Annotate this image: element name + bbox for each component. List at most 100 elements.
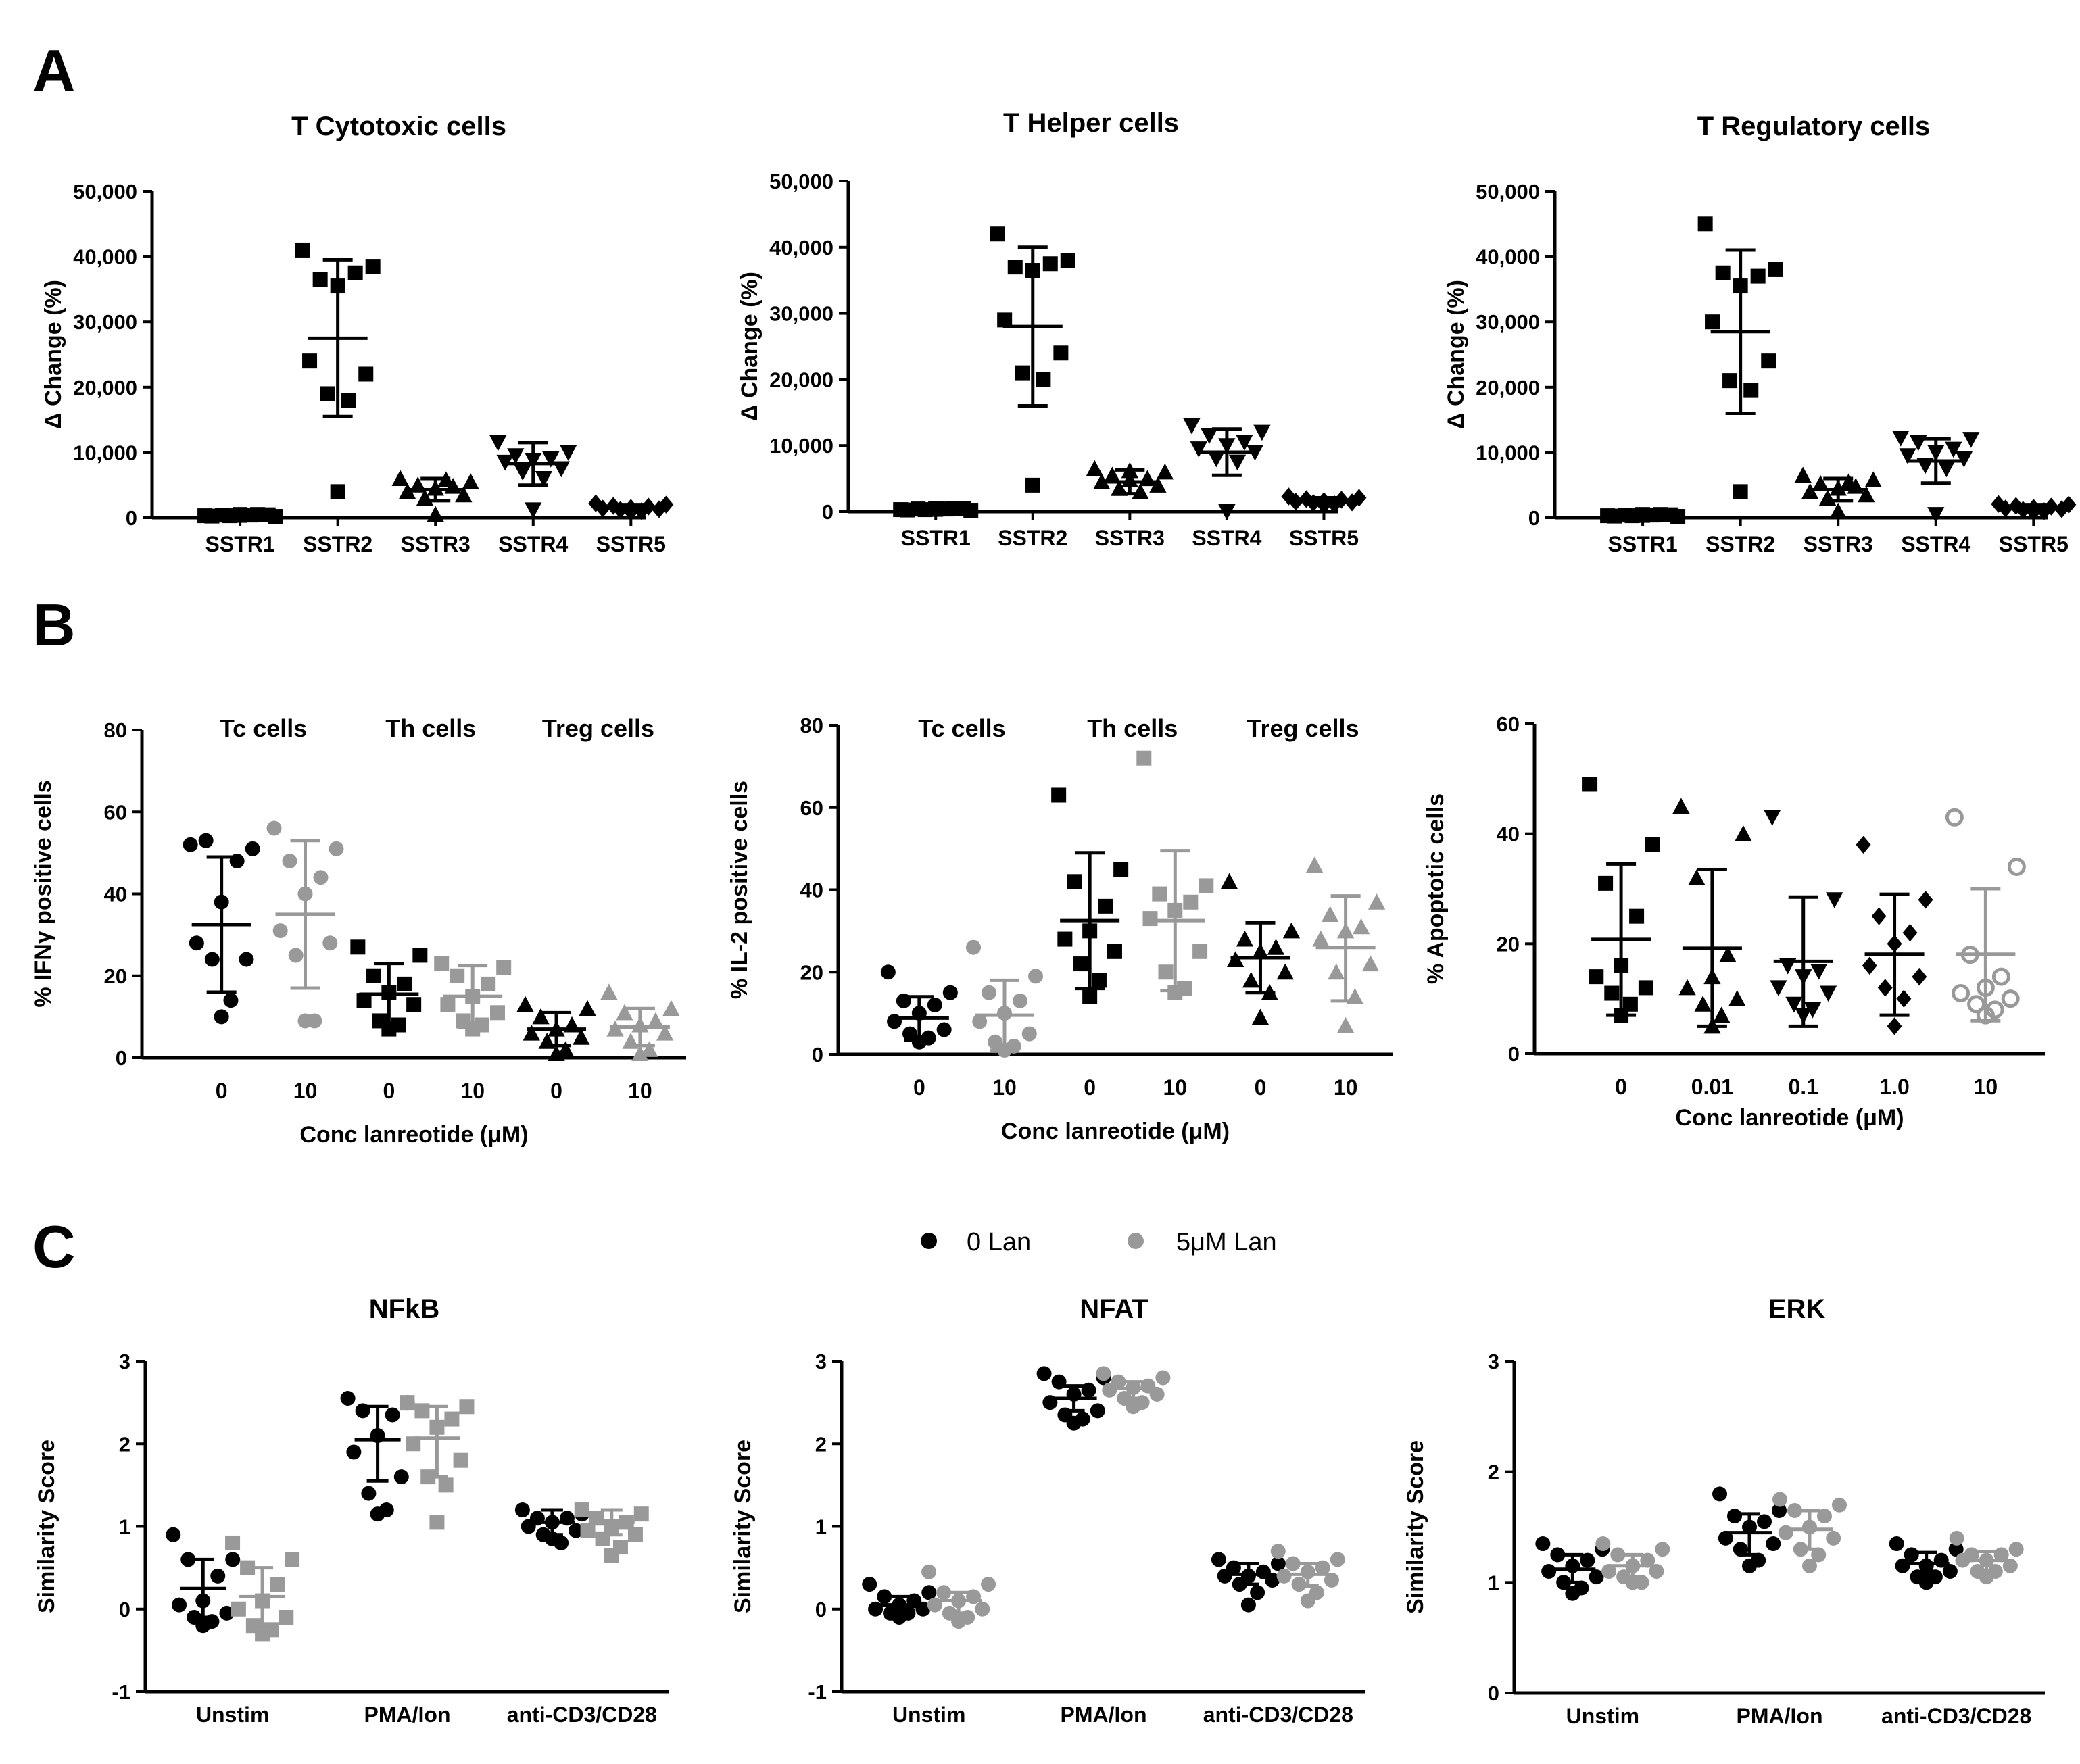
data-point — [414, 1403, 430, 1419]
data-point — [240, 1560, 256, 1575]
data-point — [1785, 996, 1803, 1013]
data-point — [1719, 946, 1737, 962]
data-point — [927, 997, 942, 1012]
chart-title: NFAT — [1080, 1294, 1148, 1324]
series-pma-ion-5-m-lan — [1096, 1366, 1171, 1415]
data-point — [272, 923, 288, 939]
data-point — [370, 1506, 385, 1522]
data-point — [1826, 892, 1843, 908]
data-point — [1750, 268, 1766, 284]
data-point — [1565, 1586, 1580, 1601]
data-point — [1942, 1563, 1958, 1579]
data-point — [1589, 1569, 1604, 1585]
data-point — [1761, 353, 1776, 369]
data-point — [1270, 1544, 1286, 1559]
y-tick-label: 40,000 — [769, 236, 833, 260]
data-point — [1589, 969, 1604, 985]
data-point — [573, 1029, 590, 1045]
data-point — [942, 985, 958, 1000]
data-point — [997, 312, 1013, 328]
y-tick-label: 60 — [800, 796, 823, 820]
data-point — [2001, 989, 2020, 1008]
data-point — [1361, 955, 1380, 972]
data-point — [1638, 980, 1653, 996]
data-point — [1090, 1403, 1105, 1419]
panel-letter-a: A — [32, 37, 76, 104]
data-point — [1218, 504, 1236, 520]
data-point — [1368, 893, 1386, 910]
data-point — [1550, 1547, 1566, 1563]
y-tick-label: 1 — [815, 1515, 827, 1539]
data-point — [1126, 1399, 1141, 1415]
data-point — [975, 1601, 990, 1617]
data-point — [1672, 798, 1690, 814]
data-point — [1967, 995, 1986, 1014]
data-point — [341, 393, 356, 408]
x-tick-label-anti-cd3-cd28: anti-CD3/CD28 — [1881, 1704, 2031, 1728]
data-point — [1904, 1547, 1919, 1563]
x-tick-label-pma-ion: PMA/Ion — [1061, 1702, 1147, 1727]
data-point — [239, 952, 254, 967]
data-point — [1091, 973, 1107, 988]
data-point — [1727, 1509, 1743, 1524]
x-tick-label-sstr4: SSTR4 — [1192, 526, 1261, 550]
data-point — [1645, 837, 1660, 852]
data-point — [1086, 460, 1103, 476]
y-tick-label: 0 — [126, 506, 137, 530]
data-point — [1871, 907, 1887, 925]
data-point — [434, 956, 450, 971]
y-tick-label: 20,000 — [769, 368, 833, 391]
series-sstr2 — [1697, 216, 1783, 499]
x-tick-label-10: 10 — [628, 1079, 652, 1103]
data-point — [166, 1527, 181, 1542]
data-point — [2002, 1558, 2018, 1573]
data-point — [1952, 984, 1970, 1003]
series-treg-10 — [1305, 856, 1386, 1033]
data-point — [1300, 1593, 1315, 1609]
data-point — [990, 226, 1005, 242]
series-pma-ion-0-lan — [1712, 1486, 1787, 1573]
data-point — [195, 1618, 211, 1634]
y-tick-label: 50,000 — [1476, 180, 1540, 203]
y-tick-label: 1 — [1488, 1571, 1499, 1594]
data-point — [320, 386, 335, 401]
y-tick-label: 0 — [812, 1043, 823, 1067]
chart-title: ERK — [1768, 1294, 1826, 1324]
data-point — [1649, 1563, 1664, 1579]
series-sstr1 — [197, 507, 283, 524]
y-tick-label: 60 — [1497, 712, 1520, 736]
data-point — [1190, 441, 1207, 458]
data-point — [1013, 993, 1027, 1008]
series-sstr4 — [1892, 431, 1980, 523]
data-point — [1772, 1492, 1787, 1507]
y-tick-label: 40 — [800, 879, 823, 902]
chart-title: T Cytotoxic cells — [291, 112, 506, 141]
data-point — [440, 997, 456, 1012]
data-point — [1060, 253, 1075, 268]
data-point — [1155, 1370, 1171, 1386]
data-point — [288, 948, 304, 963]
data-point — [385, 1407, 400, 1423]
x-tick-label-sstr3: SSTR3 — [1095, 526, 1165, 550]
data-point — [1096, 1366, 1111, 1381]
series-th-10 — [434, 956, 512, 1037]
x-tick-label-sstr3: SSTR3 — [1804, 532, 1873, 556]
x-tick-label-sstr2: SSTR2 — [303, 532, 372, 556]
data-point — [450, 968, 465, 983]
data-point — [1712, 1486, 1728, 1502]
data-point — [346, 1444, 362, 1460]
chart-ifng: 0 20 40 60 80 % IFNγ positive cells 0 10 0 10 0 10 T… — [30, 714, 686, 1148]
x-tick-label-sstr1: SSTR1 — [901, 526, 971, 550]
data-point — [982, 985, 996, 1000]
chart-t-helper: 0 10,000 20,000 30,000 40,000 50,000 Δ Change … — [737, 108, 1367, 550]
x-tick-label-unstim: Unstim — [892, 1702, 965, 1727]
data-point — [1183, 894, 1199, 910]
data-point — [429, 1515, 445, 1530]
x-tick-label-sstr1: SSTR1 — [1608, 532, 1678, 556]
series-tc-0 — [183, 833, 260, 1025]
series-treg-10 — [600, 983, 680, 1061]
y-tick-label: 0 — [1528, 506, 1540, 530]
data-point — [1276, 963, 1294, 980]
data-point — [1945, 808, 1964, 827]
data-point — [1580, 1552, 1595, 1568]
